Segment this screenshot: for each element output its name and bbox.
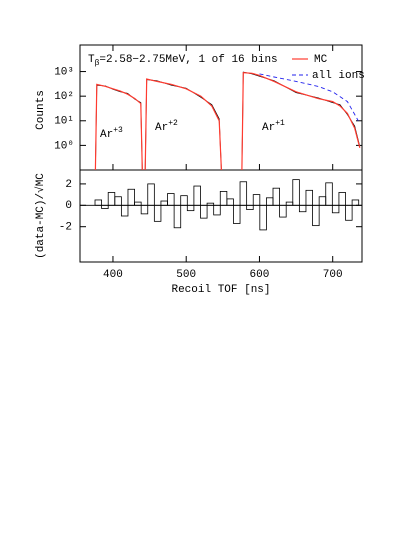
residual-bin bbox=[233, 204, 241, 224]
residual-bin bbox=[298, 204, 307, 213]
y-axis-label: Counts bbox=[35, 90, 47, 130]
residual-bin bbox=[246, 204, 254, 210]
all-ions-line bbox=[259, 73, 359, 122]
residual-bin bbox=[193, 185, 201, 206]
residual-bin bbox=[312, 204, 320, 227]
peak-charge: +3 bbox=[113, 126, 123, 135]
y-tick-label: 2 bbox=[65, 179, 72, 191]
residual-bin bbox=[173, 204, 182, 229]
residual-bin bbox=[305, 189, 313, 206]
residual-bin bbox=[206, 202, 215, 206]
legend-label: all ions bbox=[312, 70, 365, 82]
residual-bin bbox=[345, 204, 353, 221]
x-axis-label: Recoil TOF [ns] bbox=[171, 284, 270, 296]
residual-bin bbox=[140, 204, 149, 215]
residual-bin bbox=[101, 204, 109, 209]
data-line bbox=[95, 71, 361, 171]
residual-bin bbox=[292, 179, 300, 206]
y-tick-label: 10¹ bbox=[54, 116, 74, 128]
residual-bin bbox=[279, 204, 287, 218]
frame bbox=[79, 44, 363, 263]
peak-ion: Ar bbox=[100, 129, 113, 141]
y-tick-label: 10⁰ bbox=[54, 140, 74, 152]
residual-bin bbox=[147, 183, 155, 206]
x-tick-label: 400 bbox=[103, 269, 123, 281]
residual-bin bbox=[200, 204, 208, 219]
residual-bin bbox=[252, 194, 261, 206]
peak-label: Ar+2 bbox=[155, 119, 178, 134]
title-sub: β bbox=[95, 59, 100, 68]
residual-bin bbox=[239, 181, 248, 206]
y-tick-label: 10³ bbox=[54, 66, 74, 78]
peak-label: Ar+3 bbox=[100, 126, 123, 141]
x-tick-label: 600 bbox=[250, 269, 270, 281]
residual-bin bbox=[213, 204, 221, 216]
residual-bin bbox=[160, 200, 168, 206]
residual-bin bbox=[272, 187, 280, 206]
y-tick-label: 10² bbox=[54, 91, 74, 103]
peak-charge: +2 bbox=[168, 119, 178, 128]
x-tick-label: 700 bbox=[323, 269, 343, 281]
residual-bin bbox=[134, 201, 142, 206]
y-axis-label: (data-MC)/√MC bbox=[34, 173, 47, 259]
residual-bin bbox=[219, 190, 228, 206]
residual-bin bbox=[153, 204, 162, 222]
mc-line bbox=[94, 72, 361, 171]
residual-bin bbox=[127, 188, 135, 206]
title-main: T bbox=[88, 54, 95, 66]
y-tick-label: -2 bbox=[59, 222, 72, 234]
residual-bin bbox=[285, 201, 294, 206]
residual-bin bbox=[180, 195, 188, 206]
residual-bin bbox=[331, 204, 340, 214]
residual-bin bbox=[318, 196, 327, 206]
residual-bin bbox=[226, 198, 234, 206]
title-rest: =2.58−2.75MeV, 1 of 16 bins bbox=[99, 54, 277, 66]
residual-bin bbox=[94, 199, 103, 206]
y-tick-label: 0 bbox=[65, 200, 72, 212]
chart-title: Tβ=2.58−2.75MeV, 1 of 16 bins bbox=[88, 54, 278, 68]
peak-ion: Ar bbox=[262, 122, 275, 134]
residual-bin bbox=[266, 197, 274, 206]
legend-label: MC bbox=[314, 54, 328, 66]
x-tick-label: 500 bbox=[176, 269, 196, 281]
residual-bin bbox=[120, 204, 129, 217]
peak-label: Ar+1 bbox=[262, 119, 285, 134]
residual-bin bbox=[351, 199, 360, 206]
residual-bin bbox=[114, 196, 122, 206]
residual-bin bbox=[259, 204, 267, 231]
residual-bin bbox=[107, 192, 116, 206]
residual-bin bbox=[338, 192, 346, 206]
peak-charge: +1 bbox=[275, 119, 285, 128]
residual-bin bbox=[325, 182, 333, 206]
peak-ion: Ar bbox=[155, 122, 168, 134]
residual-bin bbox=[186, 204, 195, 212]
residual-bin bbox=[167, 193, 175, 206]
